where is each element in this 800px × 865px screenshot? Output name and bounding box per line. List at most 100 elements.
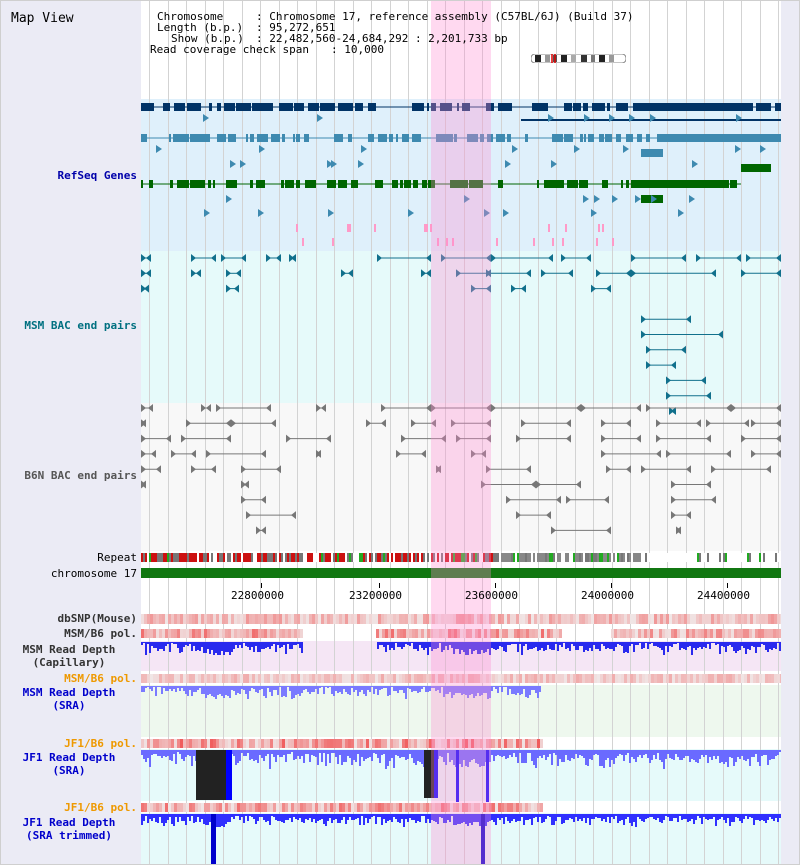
heat-cell [474, 674, 477, 683]
grid-line [778, 1, 779, 864]
depth-bar [477, 686, 479, 693]
grid-line [186, 1, 187, 864]
depth-bar [445, 750, 447, 765]
grid-line [445, 1, 446, 864]
b6n-pair-head [576, 480, 581, 489]
heat-cell [549, 614, 552, 624]
heat-cell [663, 614, 666, 624]
depth-bar [525, 750, 527, 763]
depth-bar [141, 750, 143, 755]
depth-bar [549, 642, 551, 649]
depth-bar [555, 642, 557, 644]
depth-bar [407, 750, 409, 759]
heat-cell [414, 803, 417, 812]
repeat-mark [297, 553, 299, 562]
b6n-pair-head [706, 480, 711, 489]
depth-bar [231, 642, 233, 652]
b6n-pair-head [431, 419, 436, 428]
depth-bar [217, 814, 219, 827]
heat-cell [315, 739, 318, 748]
heat-cell [600, 674, 603, 683]
depth-bar [247, 750, 249, 753]
heat-cell [624, 614, 627, 624]
heat-cell [405, 614, 408, 624]
depth-bar [743, 642, 745, 648]
heat-cell [186, 614, 189, 624]
depth-bar [639, 814, 641, 819]
heat-cell [732, 614, 735, 624]
heat-cell [762, 614, 765, 624]
depth-bar [447, 642, 449, 650]
b6n-pair-head [566, 434, 571, 443]
gene-exon [217, 134, 226, 142]
heat-cell [510, 803, 513, 812]
repeat-mark [633, 553, 635, 562]
msm-pair-head [341, 269, 346, 278]
heat-cell [633, 674, 636, 683]
depth-bar [667, 642, 669, 652]
repeat-mark [563, 553, 565, 562]
repeat-mark [687, 553, 689, 562]
b6n-pair-head [241, 465, 246, 474]
repeat-mark [607, 553, 609, 562]
depth-bar [433, 686, 435, 688]
heat-cell [246, 614, 249, 624]
depth-bar [159, 686, 161, 687]
depth-bar [265, 686, 267, 698]
heat-cell [216, 739, 219, 748]
heat-cell [639, 674, 642, 683]
gene-exon [532, 103, 545, 111]
b6n-pair-head [441, 434, 446, 443]
depth-bar [551, 750, 553, 765]
depth-bar [183, 814, 185, 821]
depth-bar [611, 642, 613, 649]
heat-cell [677, 629, 680, 638]
gene-arrow [503, 209, 509, 217]
heat-cell [246, 674, 249, 683]
depth-bar [387, 814, 389, 821]
heat-cell [537, 739, 540, 748]
depth-bar [269, 686, 271, 692]
depth-bar [707, 642, 709, 644]
heat-cell [657, 674, 660, 683]
b6n-pair-head [291, 511, 296, 520]
heat-cell [531, 803, 534, 812]
gene-exon [756, 103, 771, 111]
gene-exon [392, 180, 398, 188]
gene-exon [486, 103, 494, 111]
heat-cell [306, 614, 309, 624]
label-msm-pol: MSM/B6 pol. [64, 627, 137, 640]
heat-cell [759, 674, 762, 683]
pink-mark [552, 238, 554, 246]
heat-cell [378, 803, 381, 812]
depth-bar [775, 814, 777, 818]
heat-cell [300, 629, 303, 638]
heat-cell [414, 739, 417, 748]
repeat-mark [339, 553, 341, 562]
heat-cell [420, 739, 423, 748]
depth-bar [245, 750, 247, 756]
label-jf1-depth-trimmed: JF1 Read Depth [22, 816, 116, 829]
heat-cell [740, 629, 743, 638]
depth-bar [291, 642, 293, 649]
depth-bar [741, 814, 743, 823]
heat-cell [582, 674, 585, 683]
heat-cell [475, 629, 478, 638]
chromosome-ideogram[interactable] [531, 54, 626, 63]
heat-cell [528, 614, 531, 624]
depth-bar [553, 642, 555, 650]
genome-plot[interactable] [141, 1, 781, 864]
heat-cell [444, 803, 447, 812]
heat-cell [484, 629, 487, 638]
depth-bar [259, 750, 261, 755]
highlight-region[interactable] [431, 1, 491, 864]
depth-bar [699, 750, 701, 759]
depth-bar [405, 750, 407, 760]
heat-cell [159, 803, 162, 812]
heat-cell [231, 614, 234, 624]
depth-bar [583, 642, 585, 652]
b6n-pair-head [604, 495, 609, 504]
heat-cell [588, 674, 591, 683]
depth-bar [643, 814, 645, 822]
heat-cell [729, 674, 732, 683]
